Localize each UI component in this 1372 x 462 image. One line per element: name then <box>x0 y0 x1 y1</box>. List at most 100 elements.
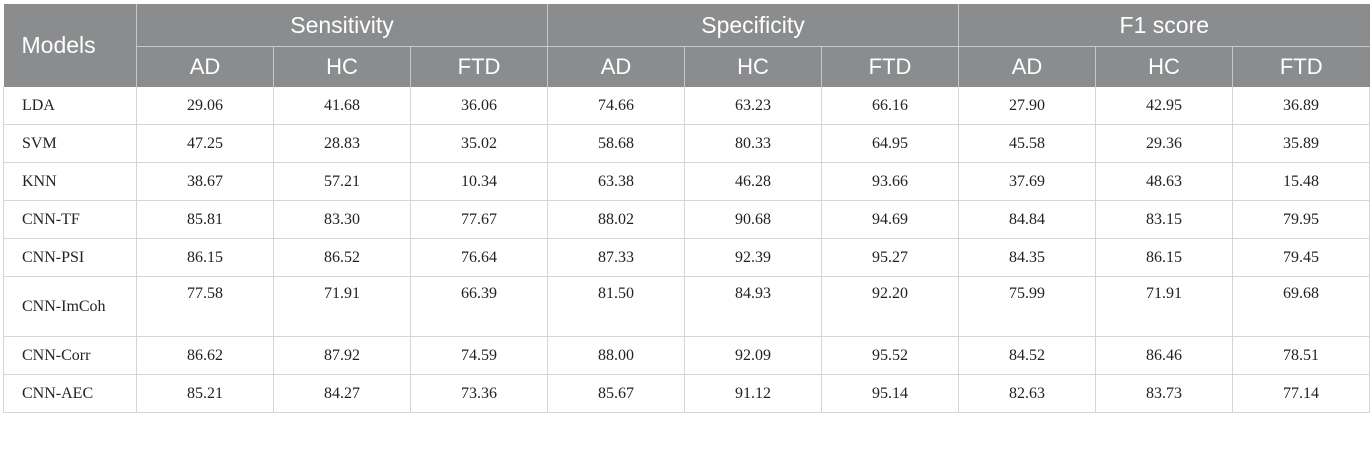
table-row: CNN-Corr 86.62 87.92 74.59 88.00 92.09 95.52 84… <box>3 336 1371 375</box>
subheader-f1-hc: HC <box>1095 46 1233 87</box>
table-row: CNN-TF 85.81 83.30 77.67 88.02 90.68 94.69 84.8… <box>3 200 1371 239</box>
subheader-sensitivity-hc: HC <box>273 46 411 87</box>
metric-value-cell: 92.20 <box>821 276 959 337</box>
group-header-f1-score: F1 score <box>958 4 1370 47</box>
metric-value-cell: 47.25 <box>136 124 274 163</box>
metric-value-cell: 79.45 <box>1232 238 1371 277</box>
subheader-sensitivity-ftd: FTD <box>409 46 548 87</box>
metric-value-cell: 84.84 <box>958 200 1096 239</box>
subheader-specificity-ftd: FTD <box>821 46 959 87</box>
metric-value-cell: 76.64 <box>409 238 548 277</box>
model-name-cell: CNN-TF <box>3 200 137 239</box>
metric-value-cell: 80.33 <box>684 124 822 163</box>
metric-value-cell: 84.35 <box>958 238 1096 277</box>
metric-value-cell: 36.89 <box>1232 87 1371 125</box>
metric-value-cell: 57.21 <box>273 162 411 201</box>
subheader-f1-ad: AD <box>958 46 1096 87</box>
subheader-specificity-ad: AD <box>547 46 685 87</box>
metric-value-cell: 74.59 <box>409 336 548 375</box>
metric-value-cell: 88.02 <box>547 200 685 239</box>
table-row: LDA 29.06 41.68 36.06 74.66 63.23 66.16 27.90 42… <box>3 87 1371 125</box>
table-row: KNN 38.67 57.21 10.34 63.38 46.28 93.66 37.69 48… <box>3 162 1371 201</box>
metric-value-cell: 92.39 <box>684 238 822 277</box>
metric-value-cell: 77.58 <box>136 276 274 337</box>
metric-value-cell: 64.95 <box>821 124 959 163</box>
table-body: LDA 29.06 41.68 36.06 74.66 63.23 66.16 27.90 42… <box>3 87 1371 413</box>
metric-value-cell: 71.91 <box>1095 276 1233 337</box>
metric-value-cell: 87.33 <box>547 238 685 277</box>
metric-value-cell: 63.23 <box>684 87 822 125</box>
metric-value-cell: 29.06 <box>136 87 274 125</box>
table-row: CNN-AEC 85.21 84.27 73.36 85.67 91.12 95.14 82.… <box>3 374 1371 413</box>
metric-value-cell: 69.68 <box>1232 276 1371 337</box>
metric-value-cell: 35.02 <box>409 124 548 163</box>
metric-value-cell: 83.30 <box>273 200 411 239</box>
metric-value-cell: 28.83 <box>273 124 411 163</box>
metric-value-cell: 85.21 <box>136 374 274 413</box>
metric-value-cell: 83.73 <box>1095 374 1233 413</box>
metric-value-cell: 66.16 <box>821 87 959 125</box>
results-table: Models Sensitivity Specificity F1 score … <box>3 4 1371 413</box>
metric-value-cell: 94.69 <box>821 200 959 239</box>
metric-value-cell: 87.92 <box>273 336 411 375</box>
model-name-cell: CNN-PSI <box>3 238 137 277</box>
metric-value-cell: 95.52 <box>821 336 959 375</box>
metric-value-cell: 45.58 <box>958 124 1096 163</box>
model-name-cell: KNN <box>3 162 137 201</box>
metric-value-cell: 91.12 <box>684 374 822 413</box>
model-name-cell: CNN-ImCoh <box>3 276 137 337</box>
metric-value-cell: 73.36 <box>409 374 548 413</box>
metric-value-cell: 35.89 <box>1232 124 1371 163</box>
metric-value-cell: 46.28 <box>684 162 822 201</box>
metric-value-cell: 84.93 <box>684 276 822 337</box>
metric-value-cell: 86.62 <box>136 336 274 375</box>
subheader-specificity-hc: HC <box>684 46 822 87</box>
metric-value-cell: 27.90 <box>958 87 1096 125</box>
subheader-sensitivity-ad: AD <box>136 46 274 87</box>
metric-value-cell: 82.63 <box>958 374 1096 413</box>
metric-value-cell: 95.27 <box>821 238 959 277</box>
group-header-sensitivity: Sensitivity <box>135 4 548 47</box>
model-name-cell: LDA <box>3 87 137 125</box>
metric-value-cell: 78.51 <box>1232 336 1371 375</box>
metric-value-cell: 48.63 <box>1095 162 1233 201</box>
table-header: Models Sensitivity Specificity F1 score … <box>3 4 1370 87</box>
metric-value-cell: 85.81 <box>136 200 274 239</box>
models-column-header: Models <box>3 4 137 87</box>
metric-value-cell: 63.38 <box>547 162 685 201</box>
metric-value-cell: 79.95 <box>1232 200 1371 239</box>
metric-value-cell: 41.68 <box>273 87 411 125</box>
table-row: CNN-ImCoh 77.58 71.91 66.39 81.50 84.93 92.20 7… <box>3 276 1371 337</box>
metric-value-cell: 36.06 <box>409 87 548 125</box>
metric-value-cell: 71.91 <box>273 276 411 337</box>
metric-value-cell: 83.15 <box>1095 200 1233 239</box>
metric-value-cell: 86.15 <box>1095 238 1233 277</box>
metric-value-cell: 84.52 <box>958 336 1096 375</box>
metric-value-cell: 29.36 <box>1095 124 1233 163</box>
metric-value-cell: 42.95 <box>1095 87 1233 125</box>
subheader-f1-ftd: FTD <box>1232 46 1370 87</box>
metric-value-cell: 85.67 <box>547 374 685 413</box>
metric-value-cell: 93.66 <box>821 162 959 201</box>
metric-value-cell: 74.66 <box>547 87 685 125</box>
metric-value-cell: 77.67 <box>409 200 548 239</box>
metric-value-cell: 15.48 <box>1232 162 1371 201</box>
table-row: CNN-PSI 86.15 86.52 76.64 87.33 92.39 95.27 84.… <box>3 238 1371 277</box>
metric-value-cell: 38.67 <box>136 162 274 201</box>
metric-value-cell: 10.34 <box>409 162 548 201</box>
metric-value-cell: 84.27 <box>273 374 411 413</box>
metric-value-cell: 81.50 <box>547 276 685 337</box>
metric-value-cell: 90.68 <box>684 200 822 239</box>
metric-value-cell: 77.14 <box>1232 374 1371 413</box>
model-name-cell: CNN-Corr <box>3 336 137 375</box>
metric-value-cell: 66.39 <box>409 276 548 337</box>
metric-value-cell: 86.15 <box>136 238 274 277</box>
group-header-specificity: Specificity <box>547 4 959 47</box>
model-name-cell: SVM <box>3 124 137 163</box>
metric-value-cell: 86.52 <box>273 238 411 277</box>
metric-value-cell: 58.68 <box>547 124 685 163</box>
model-name-cell: CNN-AEC <box>3 374 137 413</box>
table-row: SVM 47.25 28.83 35.02 58.68 80.33 64.95 45.58 29… <box>3 124 1371 163</box>
metric-value-cell: 95.14 <box>821 374 959 413</box>
metric-value-cell: 88.00 <box>547 336 685 375</box>
